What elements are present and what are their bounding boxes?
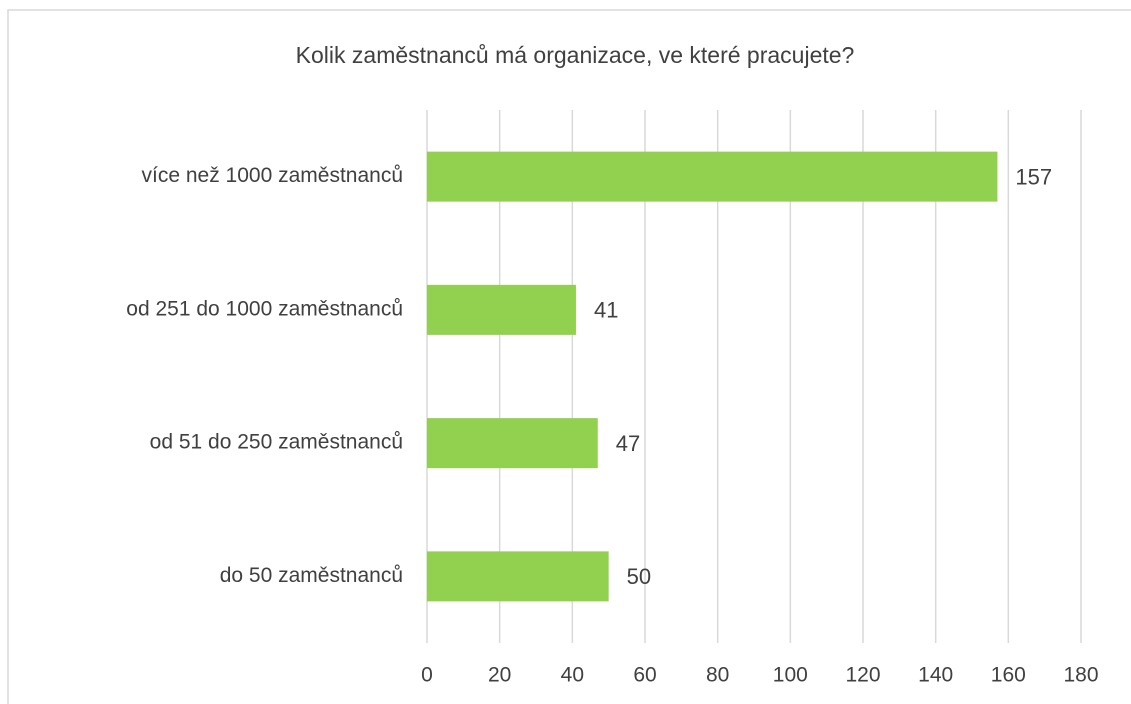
data-label: 157: [1015, 164, 1052, 189]
x-tick-label: 60: [633, 664, 656, 687]
x-tick-label: 0: [421, 664, 433, 687]
x-tick-label: 20: [488, 664, 511, 687]
y-tick-label: do 50 zaměstnanců: [220, 564, 403, 587]
y-tick-label: více než 1000 zaměstnanců: [142, 164, 404, 187]
y-tick-label: od 51 do 250 zaměstnanců: [150, 431, 403, 454]
data-label: 41: [594, 298, 618, 323]
chart-title: Kolik zaměstnanců má organizace, ve kter…: [296, 42, 855, 68]
data-label: 50: [627, 564, 651, 589]
bar: [427, 551, 609, 602]
x-tick-label: 40: [561, 664, 584, 687]
x-tick-label: 140: [918, 664, 953, 687]
x-tick-label: 160: [991, 664, 1026, 687]
x-tick-label: 80: [706, 664, 729, 687]
x-tick-label: 180: [1063, 664, 1098, 687]
x-tick-label: 120: [845, 664, 880, 687]
bar: [427, 418, 598, 469]
x-tick-label: 100: [773, 664, 808, 687]
bar: [427, 151, 998, 202]
data-label: 47: [616, 431, 640, 456]
bar: [427, 284, 576, 335]
y-tick-label: od 251 do 1000 zaměstnanců: [126, 297, 403, 320]
